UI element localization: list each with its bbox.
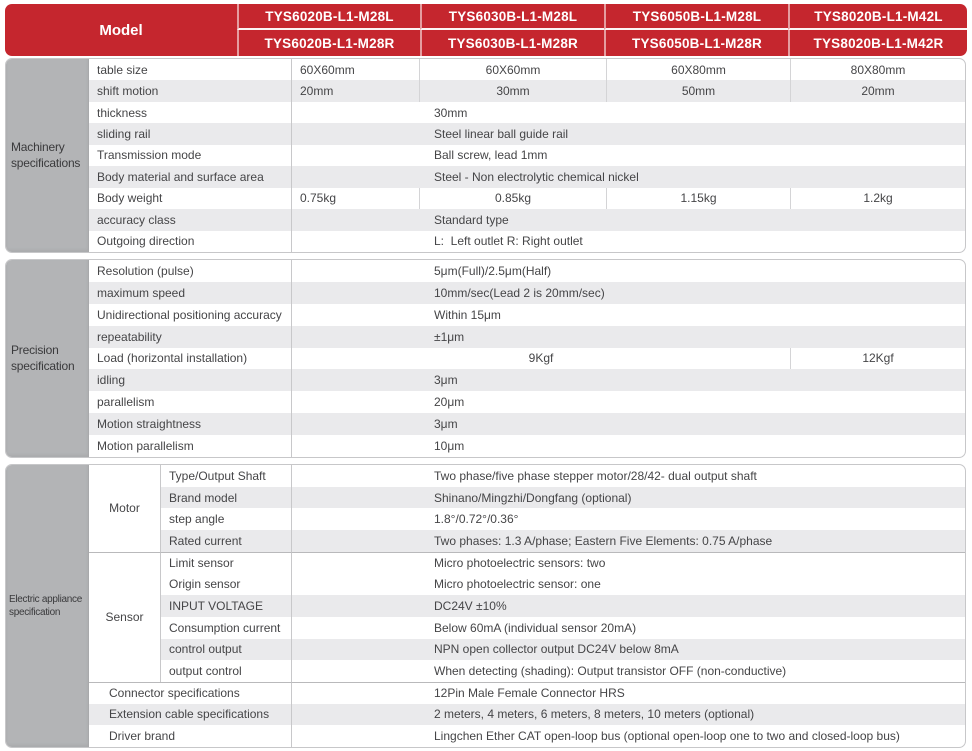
spec-value: Within 15μm	[291, 303, 965, 326]
spec-value: 30mm	[419, 80, 606, 102]
spec-label: maximum speed	[89, 281, 291, 304]
spec-value: Steel - Non electrolytic chemical nickel	[291, 166, 965, 188]
section-precision-specification: Precision specification Resolution (puls…	[5, 259, 966, 458]
spec-value: 2 meters, 4 meters, 6 meters, 8 meters, …	[291, 703, 965, 726]
spec-value: 12Kgf	[790, 347, 965, 370]
spec-label: Consumption current	[169, 620, 281, 635]
spec-value: 1.15kg	[606, 187, 790, 210]
spec-value: Micro photoelectric sensors: two	[291, 551, 965, 574]
spec-value: Micro photoelectric sensor: one	[291, 573, 965, 596]
spec-label: Outgoing direction	[97, 234, 195, 249]
spec-label: Unidirectional positioning accuracy	[97, 307, 282, 322]
spec-value: Steel linear ball guide rail	[291, 123, 965, 145]
spec-value: 0.75kg	[291, 187, 419, 210]
section-label: Machinery specifications	[6, 59, 89, 252]
spec-label: sliding rail	[89, 123, 291, 145]
spec-label: idling	[89, 369, 291, 392]
spec-label: Extension cable specifications	[89, 703, 291, 726]
spec-value: Below 60mA (individual sensor 20mA)	[291, 616, 965, 639]
model-name: TYS6030B-L1-M28L	[420, 4, 604, 30]
spec-label: table size	[97, 62, 148, 77]
model-name: TYS6050B-L1-M28R	[604, 30, 788, 56]
spec-label: Type/Output Shaft	[169, 468, 266, 483]
spec-value: 10μm	[291, 435, 965, 457]
spec-value: Ball screw, lead 1mm	[291, 144, 965, 167]
spec-value: 60X60mm	[291, 59, 419, 81]
spec-label: Body weight	[97, 191, 163, 206]
spec-value: 1.2kg	[790, 187, 965, 210]
spec-label: thickness	[97, 105, 148, 120]
spec-value: 9Kgf	[291, 347, 790, 370]
spec-label: step angle	[169, 512, 225, 527]
spec-value: 20μm	[291, 391, 965, 414]
model-name: TYS8020B-L1-M42L	[788, 4, 967, 30]
spec-label: repeatability	[89, 325, 291, 348]
section-label: Precision specification	[6, 260, 89, 457]
model-name: TYS6030B-L1-M28R	[420, 30, 604, 56]
spec-value: 12Pin Male Female Connector HRS	[291, 681, 965, 704]
spec-value: 30mm	[291, 101, 965, 124]
spec-value: NPN open collector output DC24V below 8m…	[291, 638, 965, 661]
spec-label: Brand model	[161, 486, 291, 509]
spec-value: DC24V ±10%	[291, 595, 965, 617]
spec-label: Connector specifications	[89, 681, 291, 704]
model-header: Model TYS6020B-L1-M28L TYS6030B-L1-M28L …	[5, 4, 967, 56]
spec-label: Load (horizontal installation)	[97, 351, 248, 366]
spec-value: 60X60mm	[419, 59, 606, 81]
spec-value: 80X80mm	[790, 59, 965, 81]
spec-label: Motion parallelism	[97, 439, 194, 454]
spec-value: L: Left outlet R: Right outlet	[291, 230, 965, 252]
spec-label: Body material and surface area	[89, 166, 291, 188]
model-name: TYS8020B-L1-M42R	[788, 30, 967, 56]
model-name: TYS6050B-L1-M28L	[604, 4, 788, 30]
spec-value: 10mm/sec(Lead 2 is 20mm/sec)	[291, 281, 965, 304]
spec-value: 20mm	[291, 80, 419, 102]
spec-label: Limit sensor	[161, 551, 291, 574]
spec-value: Lingchen Ether CAT open-loop bus (option…	[291, 725, 965, 747]
spec-value: 3μm	[291, 413, 965, 436]
spec-value: ±1μm	[291, 325, 965, 348]
spec-label: parallelism	[97, 395, 155, 410]
spec-label: Transmission mode	[97, 148, 202, 163]
spec-value: When detecting (shading): Output transis…	[291, 660, 965, 682]
spec-value: 5μm(Full)/2.5μm(Half)	[291, 260, 965, 282]
spec-label: control output	[161, 638, 291, 661]
model-name: TYS6020B-L1-M28L	[237, 4, 420, 30]
spec-label: INPUT VOLTAGE	[161, 595, 291, 617]
spec-value: 20mm	[790, 80, 965, 102]
spec-value: Two phase/five phase stepper motor/28/42…	[291, 465, 965, 487]
spec-label: Rated current	[161, 530, 291, 552]
section-electric-appliance-specification: Electric appliance specification Motor Ty…	[5, 464, 966, 748]
section-label: Electric appliance specification	[6, 465, 89, 747]
spec-label: Motion straightness	[89, 413, 291, 436]
spec-label: accuracy class	[89, 209, 291, 231]
spec-value: 0.85kg	[419, 187, 606, 210]
spec-label: shift motion	[89, 80, 291, 102]
spec-value: Two phases: 1.3 A/phase; Eastern Five El…	[291, 530, 965, 552]
section-machinery-specifications: Machinery specifications table size 60X60…	[5, 58, 966, 253]
group-label-motor: Motor	[89, 465, 161, 552]
spec-label: Driver brand	[109, 729, 176, 744]
spec-value: 3μm	[291, 369, 965, 392]
spec-value: 1.8°/0.72°/0.36°	[291, 508, 965, 531]
spec-label: Resolution (pulse)	[97, 263, 194, 278]
spec-value: 60X80mm	[606, 59, 790, 81]
group-label-sensor: Sensor	[89, 551, 161, 682]
spec-value: 50mm	[606, 80, 790, 102]
model-header-title: Model	[99, 21, 143, 39]
spec-label: Origin sensor	[169, 577, 241, 592]
model-name: TYS6020B-L1-M28R	[237, 30, 420, 56]
spec-label: output control	[169, 664, 242, 679]
spec-value: Shinano/Mingzhi/Dongfang (optional)	[291, 486, 965, 509]
spec-value: Standard type	[291, 209, 965, 231]
